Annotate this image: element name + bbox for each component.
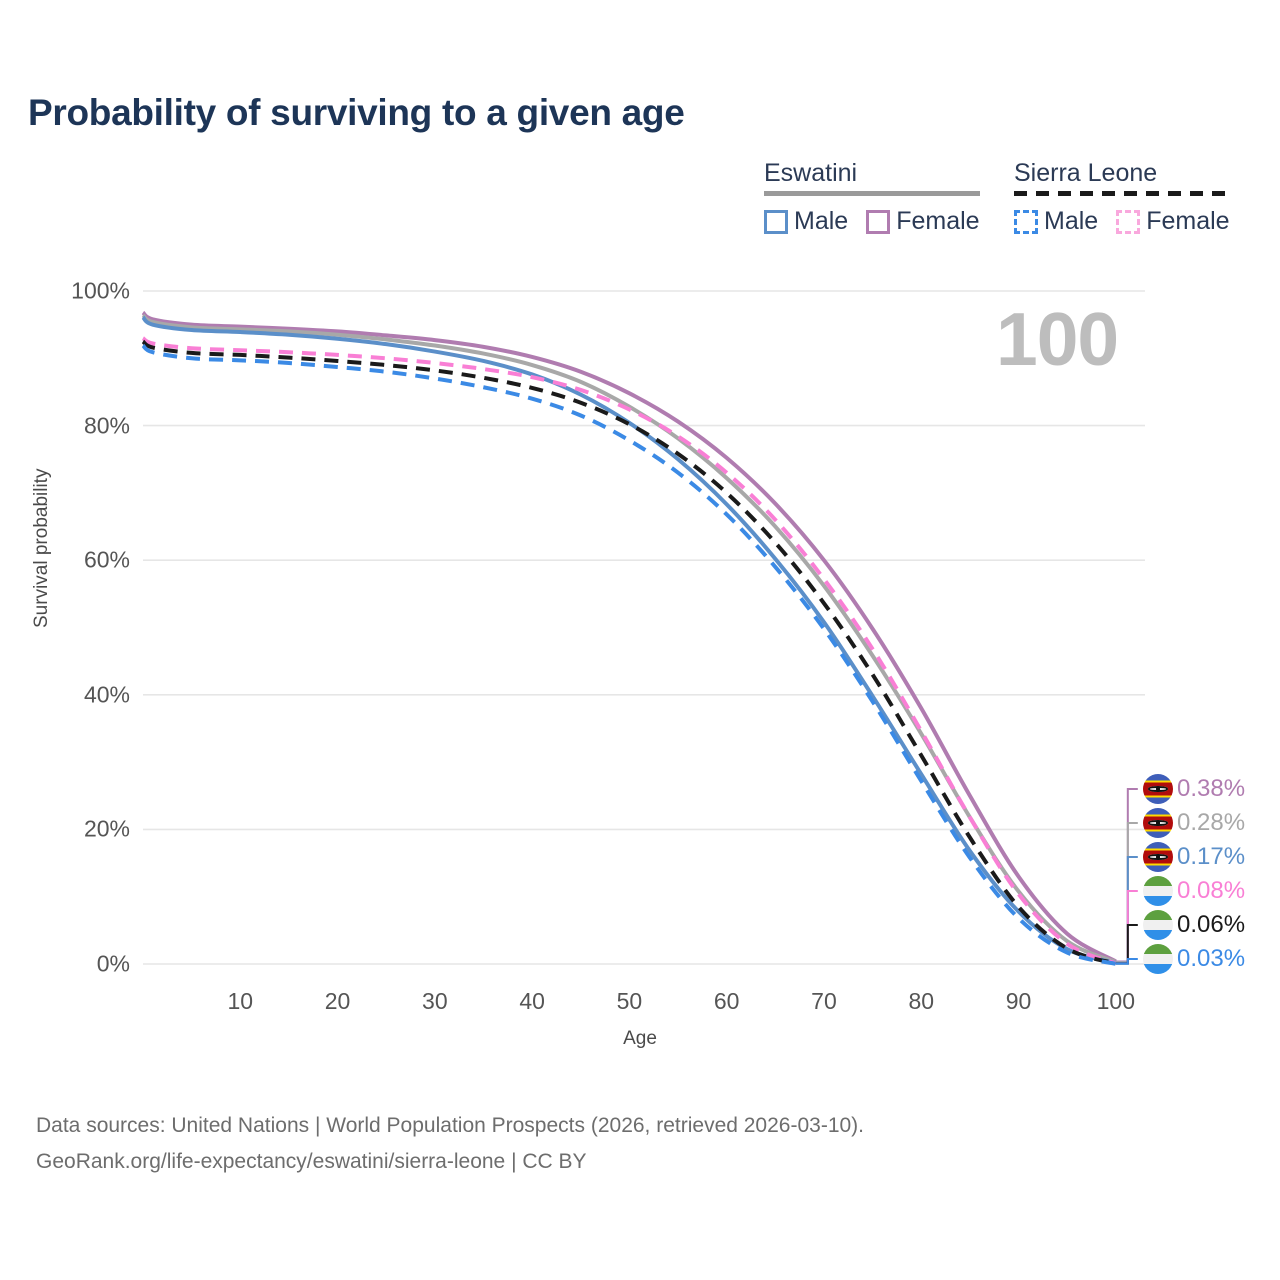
y-tick-label: 40% [83, 681, 130, 708]
eswatini-flag [1143, 774, 1173, 804]
y-tick-label: 100% [71, 277, 130, 304]
footer-line-url[interactable]: GeoRank.org/life-expectancy/eswatini/sie… [36, 1150, 587, 1174]
x-tick-label: 40 [519, 988, 545, 1014]
legend-item-label: Female [1146, 207, 1230, 236]
end-label-value: 0.38% [1177, 775, 1246, 802]
series-canvas [141, 290, 1145, 966]
end-label-row[interactable]: 0.28% [1143, 806, 1280, 840]
footer-line-sources: Data sources: United Nations | World Pop… [36, 1114, 865, 1137]
x-tick-label: 100 [1096, 988, 1135, 1014]
y-tick-label: 0% [96, 950, 130, 977]
legend-swatch-icon [1116, 209, 1141, 234]
legend-rule-dashed [1014, 191, 1230, 197]
legend-item-eswatini-male[interactable]: Male [764, 207, 848, 236]
end-label-value: 0.06% [1177, 911, 1246, 938]
y-tick-label: 60% [83, 546, 130, 573]
legend-swatch-icon [764, 209, 788, 234]
legend-item-eswatini-female[interactable]: Female [866, 207, 980, 236]
y-tick-label: 80% [83, 412, 130, 439]
end-label-row[interactable]: 0.08% [1143, 874, 1280, 908]
y-tick-label: 20% [83, 815, 130, 842]
legend-group-title: Sierra Leone [1014, 159, 1158, 187]
legend-item-label: Male [1044, 207, 1099, 236]
legend-group-title: Eswatini [764, 159, 858, 187]
page-title: Probability of surviving to a given age [28, 92, 685, 133]
series-line [141, 313, 1117, 964]
end-label-value: 0.28% [1177, 809, 1246, 836]
legend-swatch-icon [1014, 209, 1038, 234]
end-label-row[interactable]: 0.17% [1143, 840, 1280, 874]
series-line [141, 339, 1117, 966]
x-tick-label: 30 [422, 988, 448, 1014]
legend-item-sierraleone-male[interactable]: Male [1014, 207, 1098, 236]
eswatini-flag [1143, 842, 1173, 872]
legend-item-label: Female [896, 207, 980, 236]
x-tick-label: 10 [227, 988, 254, 1014]
legend-rule-solid [764, 191, 980, 197]
watermark-value: 100 [996, 297, 1119, 381]
end-label-connector [1115, 958, 1138, 965]
plot-area [141, 290, 1145, 966]
end-label-value: 0.17% [1177, 843, 1246, 870]
sierraleone-flag [1143, 876, 1173, 906]
legend: Eswatini Male Female Sierra Leone Male [756, 160, 1256, 250]
legend-item-sierraleone-female[interactable]: Female [1116, 207, 1230, 236]
end-label-row[interactable]: 0.06% [1143, 908, 1280, 942]
series-line [141, 336, 1117, 966]
legend-swatch-icon [866, 209, 891, 234]
series-line [141, 310, 1117, 964]
end-label-connector [1115, 924, 1138, 965]
series-line [141, 343, 1117, 966]
series-line [141, 315, 1117, 965]
x-tick-label: 20 [324, 988, 351, 1014]
x-tick-label: 80 [908, 988, 935, 1014]
x-tick-label: 60 [713, 988, 740, 1014]
x-tick-label: 70 [811, 988, 837, 1014]
x-tick-label: 50 [616, 988, 643, 1014]
legend-item-label: Male [794, 207, 849, 236]
x-tick-label: 90 [1005, 988, 1032, 1014]
sierraleone-flag [1143, 944, 1173, 974]
end-label-row[interactable]: 0.03% [1143, 942, 1280, 976]
end-label-value: 0.03% [1177, 945, 1246, 972]
end-label-value: 0.08% [1177, 877, 1246, 904]
footer: Data sources: United Nations | World Pop… [36, 1108, 864, 1180]
eswatini-flag [1143, 808, 1173, 838]
end-labels: 0.38% 0.28% 0.17% 0.08% 0.06% 0.03% [1143, 772, 1280, 976]
sierraleone-flag [1143, 910, 1173, 940]
end-label-row[interactable]: 0.38% [1143, 772, 1280, 806]
legend-group-sierra-leone: Sierra Leone Male Female [1014, 160, 1230, 236]
legend-group-eswatini: Eswatini Male Female [764, 160, 980, 236]
x-axis-label: Age [623, 1028, 657, 1049]
